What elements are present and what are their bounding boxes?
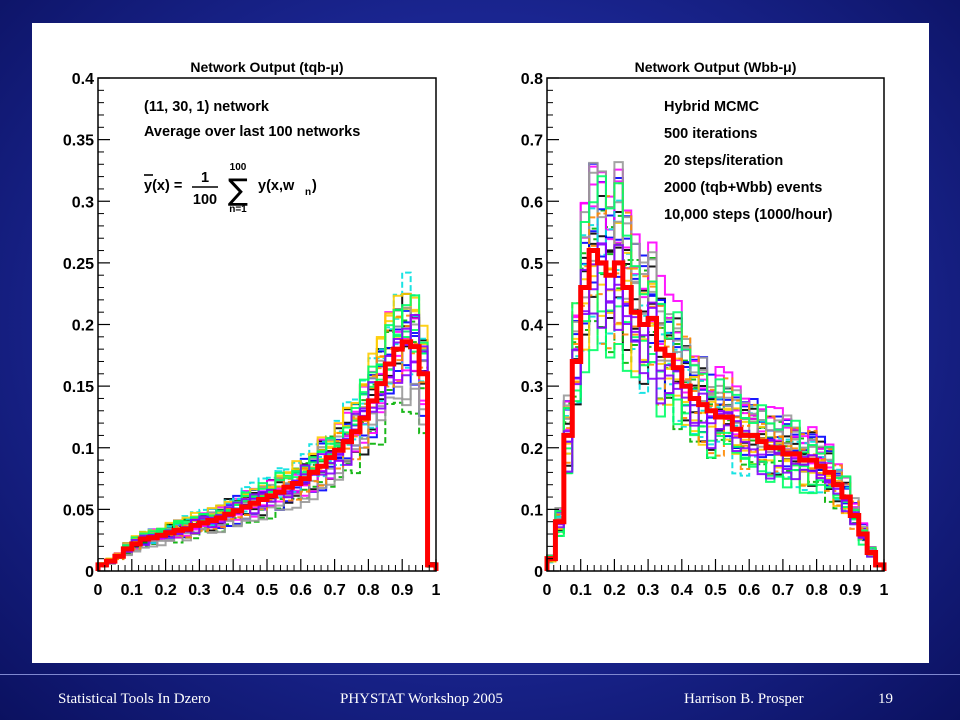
formula-sum-sign: ∑ [228, 173, 248, 208]
plots-canvas: Network Output (tqb-μ) 0 0.05 0.1 0.15 0.2 0.2… [63, 59, 889, 599]
footer-author-text: Harrison B. Prosper [684, 691, 804, 707]
x-tick-label: 0.3 [637, 582, 659, 599]
formula-rhs: y(x,w [258, 178, 295, 194]
y-tick-label: 0.2 [521, 441, 543, 458]
x-tick-label: 0.2 [154, 582, 176, 599]
formula-sum-lower: n=1 [229, 204, 247, 215]
y-tick-label: 0.5 [521, 256, 543, 273]
ensemble-histograms [546, 161, 885, 571]
ensemble-histogram [546, 175, 885, 571]
footer-page-number: 19 [878, 691, 893, 707]
ensemble-histogram [97, 343, 437, 571]
y-tick-label: 0.1 [72, 441, 94, 458]
x-tick-label: 0 [543, 582, 552, 599]
formula-lhs: y(x) = [144, 178, 182, 194]
x-tick-label: 0.4 [222, 582, 244, 599]
formula-numerator: 1 [201, 170, 209, 186]
y-tick-label: 0.3 [521, 379, 543, 396]
y-tick-label: 0.7 [521, 133, 543, 150]
x-tick-label: 0.2 [603, 582, 625, 599]
figure-panel: Network Output (tqb-μ) 0 0.05 0.1 0.15 0.2 0.2… [32, 23, 929, 663]
formula-sum-upper: 100 [230, 162, 247, 173]
average-histogram [95, 339, 439, 571]
x-tick-label: 0.1 [570, 582, 592, 599]
x-tick-label: 0.8 [805, 582, 827, 599]
x-tick-label: 0 [94, 582, 103, 599]
annotation-line: Average over last 100 networks [144, 124, 360, 140]
x-tick-label: 0.6 [290, 582, 312, 599]
x-tick-label: 0.5 [704, 582, 726, 599]
y-tick-label: 0.4 [521, 318, 543, 335]
y-tick-label: 0.6 [521, 194, 543, 211]
y-tick-label: 0.1 [521, 502, 543, 519]
x-tick-label: 0.9 [839, 582, 861, 599]
x-tick-label: 0.5 [256, 582, 278, 599]
ensemble-histograms [97, 271, 437, 571]
x-tick-label: 0.8 [357, 582, 379, 599]
x-tick-label: 0.6 [738, 582, 760, 599]
ensemble-histogram [97, 381, 437, 571]
chart-title: Network Output (tqb-μ) [190, 59, 343, 75]
x-tick-label: 0.3 [188, 582, 210, 599]
x-tick-label: 0.1 [121, 582, 143, 599]
chart-title: Network Output (Wbb-μ) [635, 59, 797, 75]
footer-left-text: Statistical Tools In Dzero [58, 691, 211, 707]
slide-footer: Statistical Tools In Dzero PHYSTAT Works… [0, 674, 960, 715]
x-tick-label: 1 [880, 582, 889, 599]
formula-subscript: n [305, 187, 311, 198]
x-tick-label: 0.4 [671, 582, 693, 599]
y-tick-label: 0.15 [63, 379, 94, 396]
x-tick-label: 0.7 [772, 582, 794, 599]
average-histogram [544, 248, 887, 571]
footer-center-text: PHYSTAT Workshop 2005 [340, 691, 503, 707]
annotation-line: Hybrid MCMC [664, 99, 760, 115]
chart-1: Network Output (tqb-μ) 0 0.05 0.1 0.15 0.2 0.2… [63, 59, 441, 599]
x-tick-label: 1 [432, 582, 441, 599]
annotation-line: 20 steps/iteration [664, 153, 783, 169]
chart-2: Network Output (Wbb-μ) 0 0.1 0.2 0.3 0.4 0.5 0.… [521, 59, 889, 599]
y-tick-label: 0.35 [63, 133, 94, 150]
annotation-line: 10,000 steps (1000/hour) [664, 207, 833, 223]
y-tick-label: 0 [534, 564, 543, 581]
y-tick-label: 0.25 [63, 256, 94, 273]
annotation-line: 500 iterations [664, 126, 758, 142]
y-tick-label: 0.05 [63, 502, 94, 519]
formula-close: ) [312, 178, 317, 194]
y-tick-label: 0 [85, 564, 94, 581]
y-tick-label: 0.8 [521, 71, 543, 88]
y-tick-label: 0.4 [72, 71, 94, 88]
y-tick-label: 0.3 [72, 194, 94, 211]
x-tick-label: 0.9 [391, 582, 413, 599]
formula-denominator: 100 [193, 192, 217, 208]
annotation-line: (11, 30, 1) network [144, 99, 270, 115]
ensemble-histogram [546, 294, 885, 571]
y-tick-label: 0.2 [72, 318, 94, 335]
x-tick-label: 0.7 [323, 582, 345, 599]
annotation-line: 2000 (tqb+Wbb) events [664, 180, 822, 196]
